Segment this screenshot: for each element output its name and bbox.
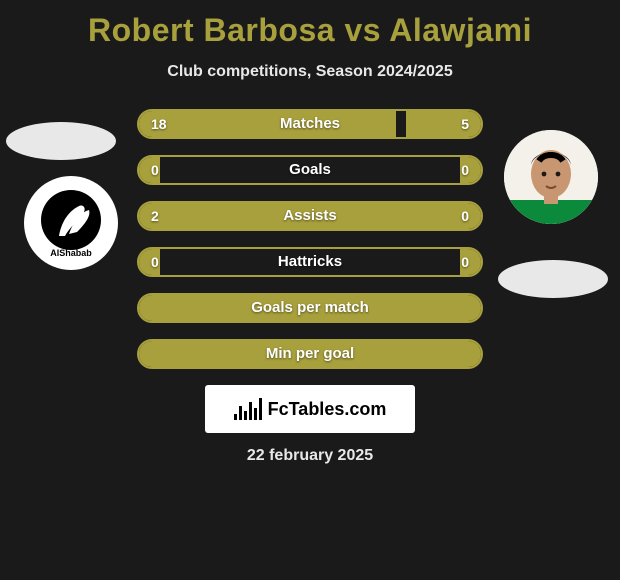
stat-row: Goals per match [137,293,483,323]
stat-row: 00Hattricks [137,247,483,277]
brand-badge: FcTables.com [205,385,415,433]
stat-label: Goals [139,157,481,183]
stat-row: 00Goals [137,155,483,185]
stat-label: Hattricks [139,249,481,275]
club-name-left: AlShabab [50,248,92,258]
brand-text: FcTables.com [268,399,387,420]
subtitle: Club competitions, Season 2024/2025 [0,63,620,81]
stat-label: Goals per match [139,295,481,321]
team-badge-left: AlShabab [24,176,118,270]
player-face-icon [504,130,598,224]
stat-row: 20Assists [137,201,483,231]
stat-label: Matches [139,111,481,137]
alshabab-icon [39,188,103,252]
date-label: 22 february 2025 [0,447,620,465]
stat-row: Min per goal [137,339,483,369]
stat-label: Assists [139,203,481,229]
club-logo-left: AlShabab [39,188,103,258]
stats-container: 185Matches 00Goals 20Assists 00Hattricks Goa… [137,109,483,369]
avatar-left-shadow [6,122,116,160]
page-title: Robert Barbosa vs Alawjami [0,0,620,49]
stat-label: Min per goal [139,341,481,367]
avatar-right-shadow [498,260,608,298]
brand-bars-icon [234,398,262,420]
player-avatar-right [504,130,598,224]
stat-row: 185Matches [137,109,483,139]
